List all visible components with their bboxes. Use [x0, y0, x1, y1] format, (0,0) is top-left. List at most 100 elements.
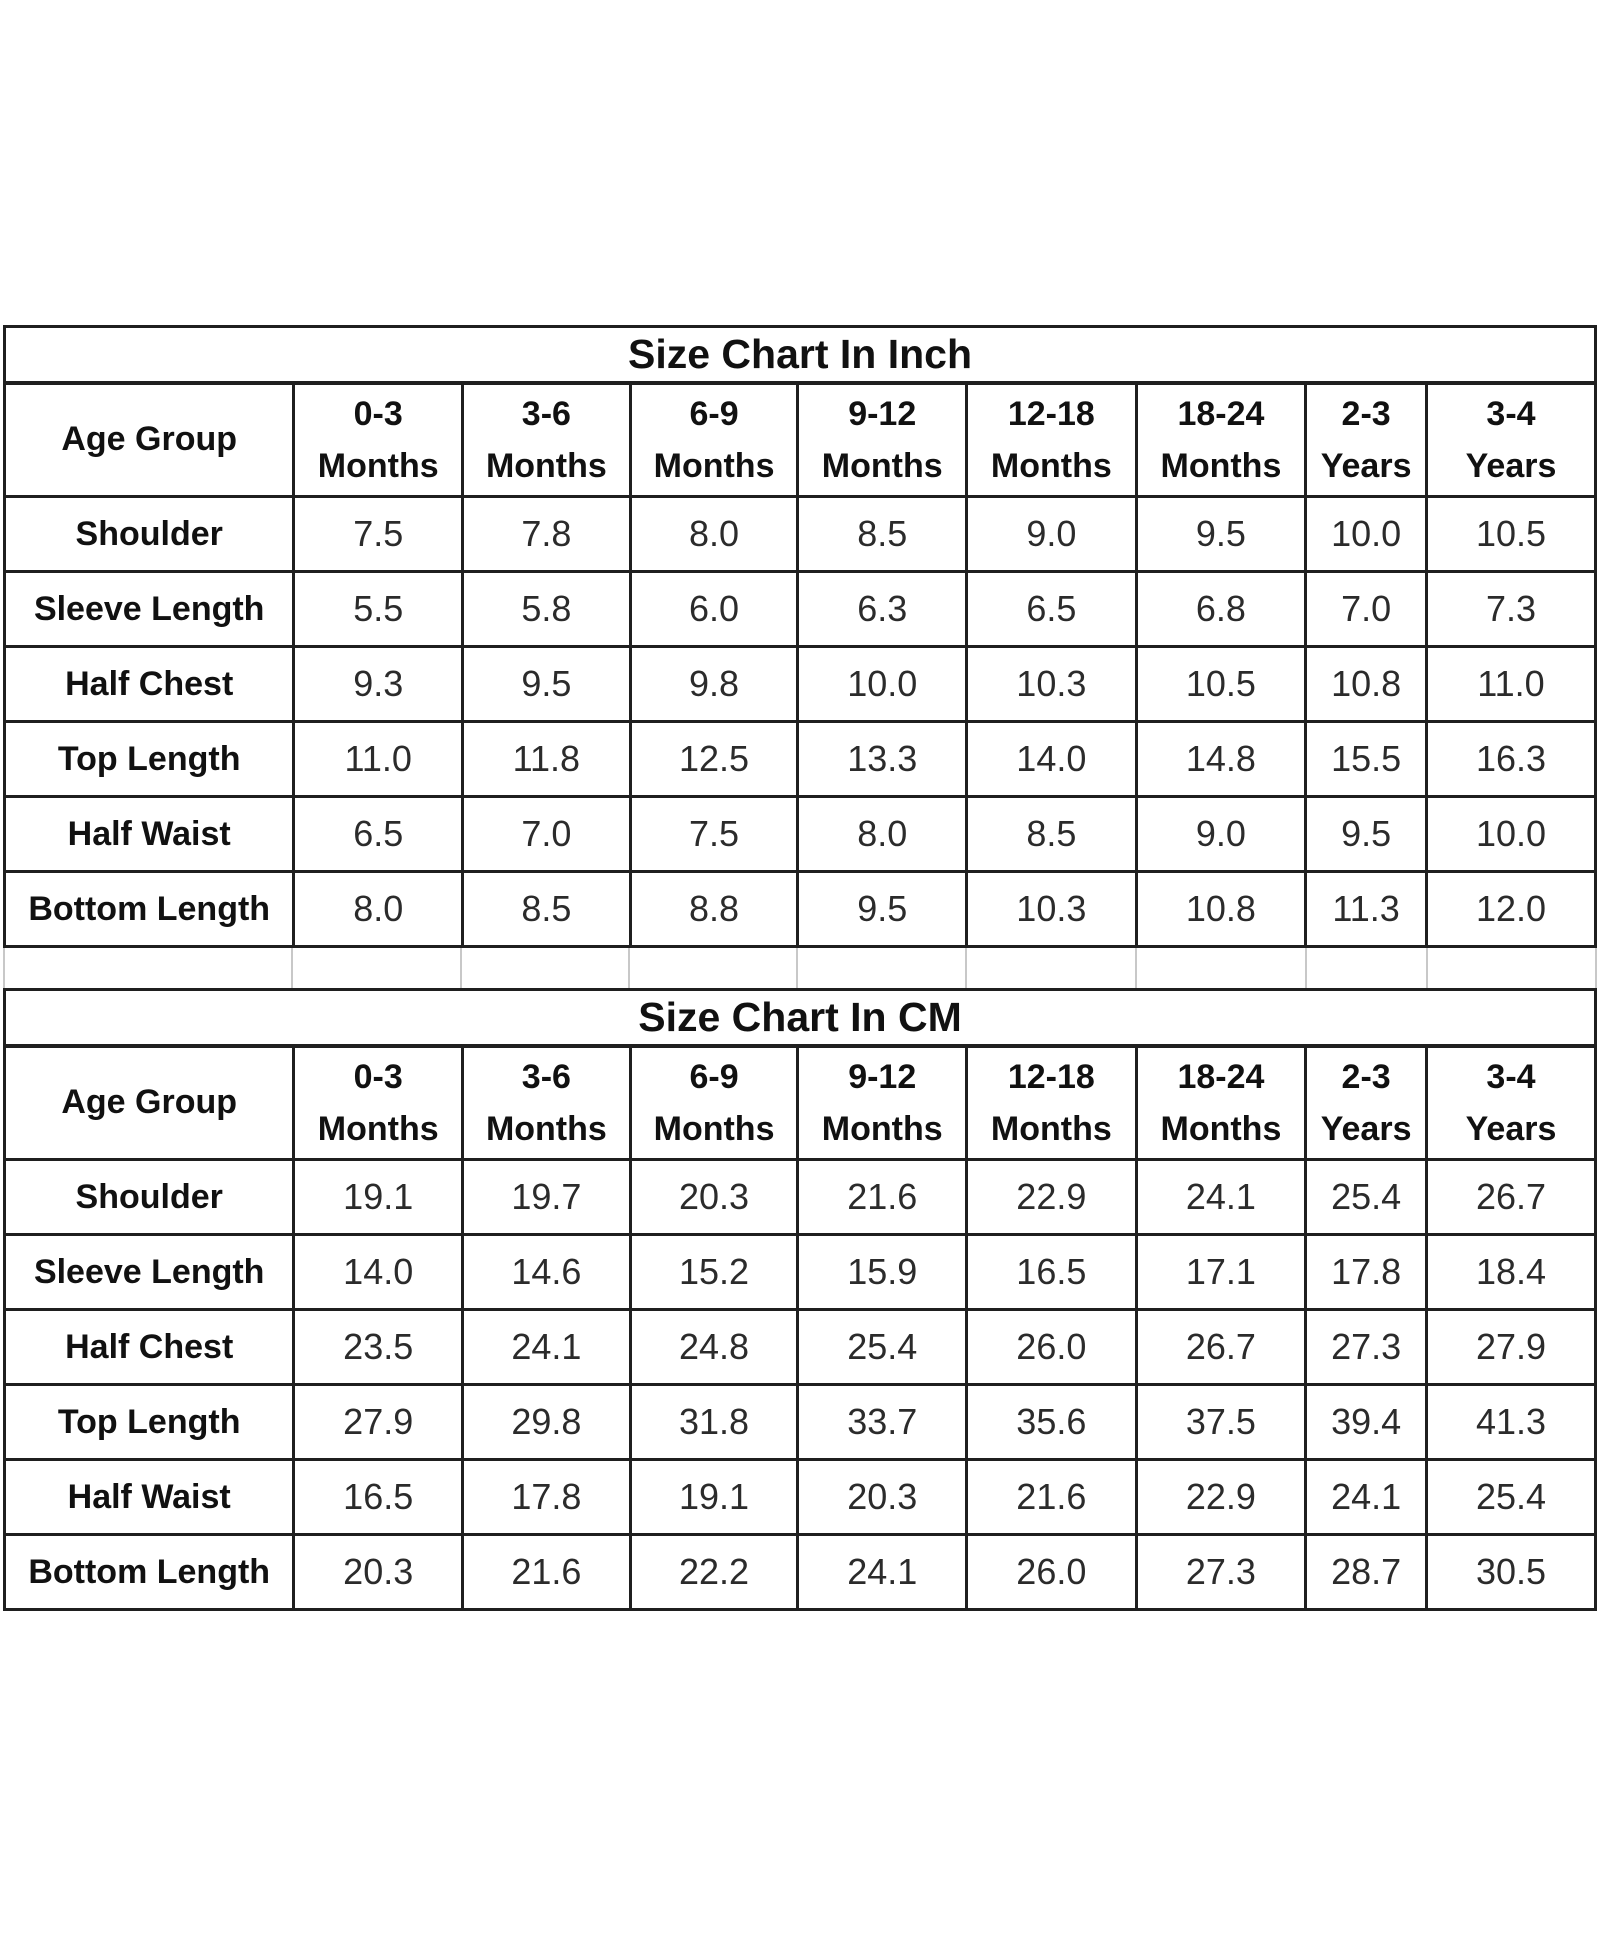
- column-header-unit: Months: [990, 446, 1112, 485]
- column-header-range: 3-4: [1486, 394, 1536, 433]
- value-cell: 6.0: [628, 570, 800, 648]
- row-label-bottom-length: Bottom Length: [2, 870, 296, 948]
- value-cell: 17.8: [461, 1458, 632, 1536]
- column-header-range: 12-18: [1007, 1057, 1095, 1096]
- value-cell: 21.6: [965, 1458, 1138, 1536]
- value-cell: 6.5: [292, 795, 465, 873]
- column-header-unit: Years: [1320, 446, 1412, 485]
- value-cell: 7.8: [461, 495, 632, 573]
- column-header-unit: Months: [317, 446, 439, 485]
- value-cell: 24.1: [1304, 1458, 1428, 1536]
- table-spacer-row: [3, 948, 1597, 988]
- value-cell: 10.3: [965, 645, 1138, 723]
- value-cell: 10.0: [1304, 495, 1428, 573]
- value-cell: 7.3: [1424, 570, 1598, 648]
- column-header-range: 2-3: [1341, 1057, 1391, 1096]
- column-header-18-24-months: 18-24 Months: [1134, 381, 1308, 498]
- value-cell: 11.0: [292, 720, 465, 798]
- value-cell: 10.8: [1134, 870, 1308, 948]
- value-cell: 14.8: [1134, 720, 1308, 798]
- column-header-unit: Months: [485, 446, 607, 485]
- column-header-unit: Months: [653, 446, 775, 485]
- value-cell: 19.1: [628, 1458, 800, 1536]
- value-cell: 11.0: [1424, 645, 1598, 723]
- value-cell: 22.9: [965, 1158, 1138, 1236]
- value-cell: 9.5: [1134, 495, 1308, 573]
- value-cell: 11.3: [1304, 870, 1428, 948]
- spacer-cell: [1428, 948, 1597, 988]
- value-cell: 27.9: [1424, 1308, 1598, 1386]
- value-cell: 30.5: [1424, 1533, 1598, 1611]
- table-row-sleeve-length: Sleeve Length 5.5 5.8 6.0 6.3 6.5 6.8 7.0 7.3: [2, 570, 1598, 648]
- row-label-bottom-length: Bottom Length: [2, 1533, 296, 1611]
- value-cell: 16.5: [292, 1458, 465, 1536]
- value-cell: 8.0: [628, 495, 800, 573]
- column-header-unit: Years: [1465, 1109, 1557, 1148]
- value-cell: 9.5: [1304, 795, 1428, 873]
- column-header-3-4-years: 3-4 Years: [1424, 1044, 1598, 1161]
- value-cell: 20.3: [796, 1458, 969, 1536]
- value-cell: 15.9: [796, 1233, 969, 1311]
- value-cell: 27.3: [1304, 1308, 1428, 1386]
- value-cell: 8.8: [628, 870, 800, 948]
- column-header-range: 3-6: [521, 394, 571, 433]
- row-label-sleeve-length: Sleeve Length: [2, 570, 296, 648]
- value-cell: 20.3: [628, 1158, 800, 1236]
- table-title: Size Chart In Inch: [3, 325, 1597, 385]
- size-chart-table-inch: Size Chart In Inch Age Group 0-3 Months 3-6 M…: [2, 325, 1598, 948]
- column-header-range: 0-3: [353, 394, 403, 433]
- column-header-unit: Months: [485, 1109, 607, 1148]
- row-label-top-length: Top Length: [2, 1383, 296, 1461]
- value-cell: 41.3: [1424, 1383, 1598, 1461]
- column-header-9-12-months: 9-12 Months: [796, 1044, 969, 1161]
- table-row-half-chest: Half Chest 9.3 9.5 9.8 10.0 10.3 10.5 10.8 11.0: [2, 645, 1598, 723]
- value-cell: 14.0: [292, 1233, 465, 1311]
- value-cell: 24.1: [461, 1308, 632, 1386]
- value-cell: 5.8: [461, 570, 632, 648]
- spacer-cell: [3, 948, 293, 988]
- table-header-row: Age Group 0-3 Months 3-6 Months 6-9 Months 9-12…: [2, 381, 1598, 498]
- value-cell: 9.5: [461, 645, 632, 723]
- table-row-half-waist: Half Waist 16.5 17.8 19.1 20.3 21.6 22.9 24.1 25…: [2, 1458, 1598, 1536]
- table-row-shoulder: Shoulder 19.1 19.7 20.3 21.6 22.9 24.1 25.4 26.7: [2, 1158, 1598, 1236]
- value-cell: 7.5: [628, 795, 800, 873]
- value-cell: 10.3: [965, 870, 1138, 948]
- size-chart-sheet: Size Chart In Inch Age Group 0-3 Months 3-6 M…: [2, 325, 1598, 1611]
- value-cell: 9.5: [796, 870, 969, 948]
- spacer-cell: [1137, 948, 1307, 988]
- table-title-row: Size Chart In CM: [3, 988, 1597, 1048]
- value-cell: 7.0: [461, 795, 632, 873]
- value-cell: 8.0: [292, 870, 465, 948]
- value-cell: 37.5: [1134, 1383, 1308, 1461]
- column-header-3-6-months: 3-6 Months: [461, 1044, 632, 1161]
- value-cell: 24.1: [796, 1533, 969, 1611]
- value-cell: 26.7: [1424, 1158, 1598, 1236]
- column-header-range: 18-24: [1177, 1057, 1265, 1096]
- value-cell: 22.9: [1134, 1458, 1308, 1536]
- column-header-range: 3-4: [1486, 1057, 1536, 1096]
- table-row-sleeve-length: Sleeve Length 14.0 14.6 15.2 15.9 16.5 17.1 17.…: [2, 1233, 1598, 1311]
- row-label-half-waist: Half Waist: [2, 795, 296, 873]
- value-cell: 29.8: [461, 1383, 632, 1461]
- spacer-cell: [462, 948, 630, 988]
- column-header-12-18-months: 12-18 Months: [965, 381, 1138, 498]
- column-header-6-9-months: 6-9 Months: [628, 381, 800, 498]
- value-cell: 12.0: [1424, 870, 1598, 948]
- value-cell: 25.4: [1304, 1158, 1428, 1236]
- row-label-shoulder: Shoulder: [2, 495, 296, 573]
- column-header-unit: Months: [990, 1109, 1112, 1148]
- column-header-range: 0-3: [353, 1057, 403, 1096]
- column-header-range: 18-24: [1177, 394, 1265, 433]
- table-row-half-waist: Half Waist 6.5 7.0 7.5 8.0 8.5 9.0 9.5 10.0: [2, 795, 1598, 873]
- row-label-half-chest: Half Chest: [2, 1308, 296, 1386]
- value-cell: 9.0: [965, 495, 1138, 573]
- size-chart-table-cm: Size Chart In CM Age Group 0-3 Months 3-6 Mon…: [2, 988, 1598, 1611]
- value-cell: 9.0: [1134, 795, 1308, 873]
- table-title: Size Chart In CM: [3, 988, 1597, 1048]
- spacer-cell: [798, 948, 967, 988]
- value-cell: 27.9: [292, 1383, 465, 1461]
- value-cell: 13.3: [796, 720, 969, 798]
- value-cell: 20.3: [292, 1533, 465, 1611]
- column-header-range: 9-12: [848, 394, 917, 433]
